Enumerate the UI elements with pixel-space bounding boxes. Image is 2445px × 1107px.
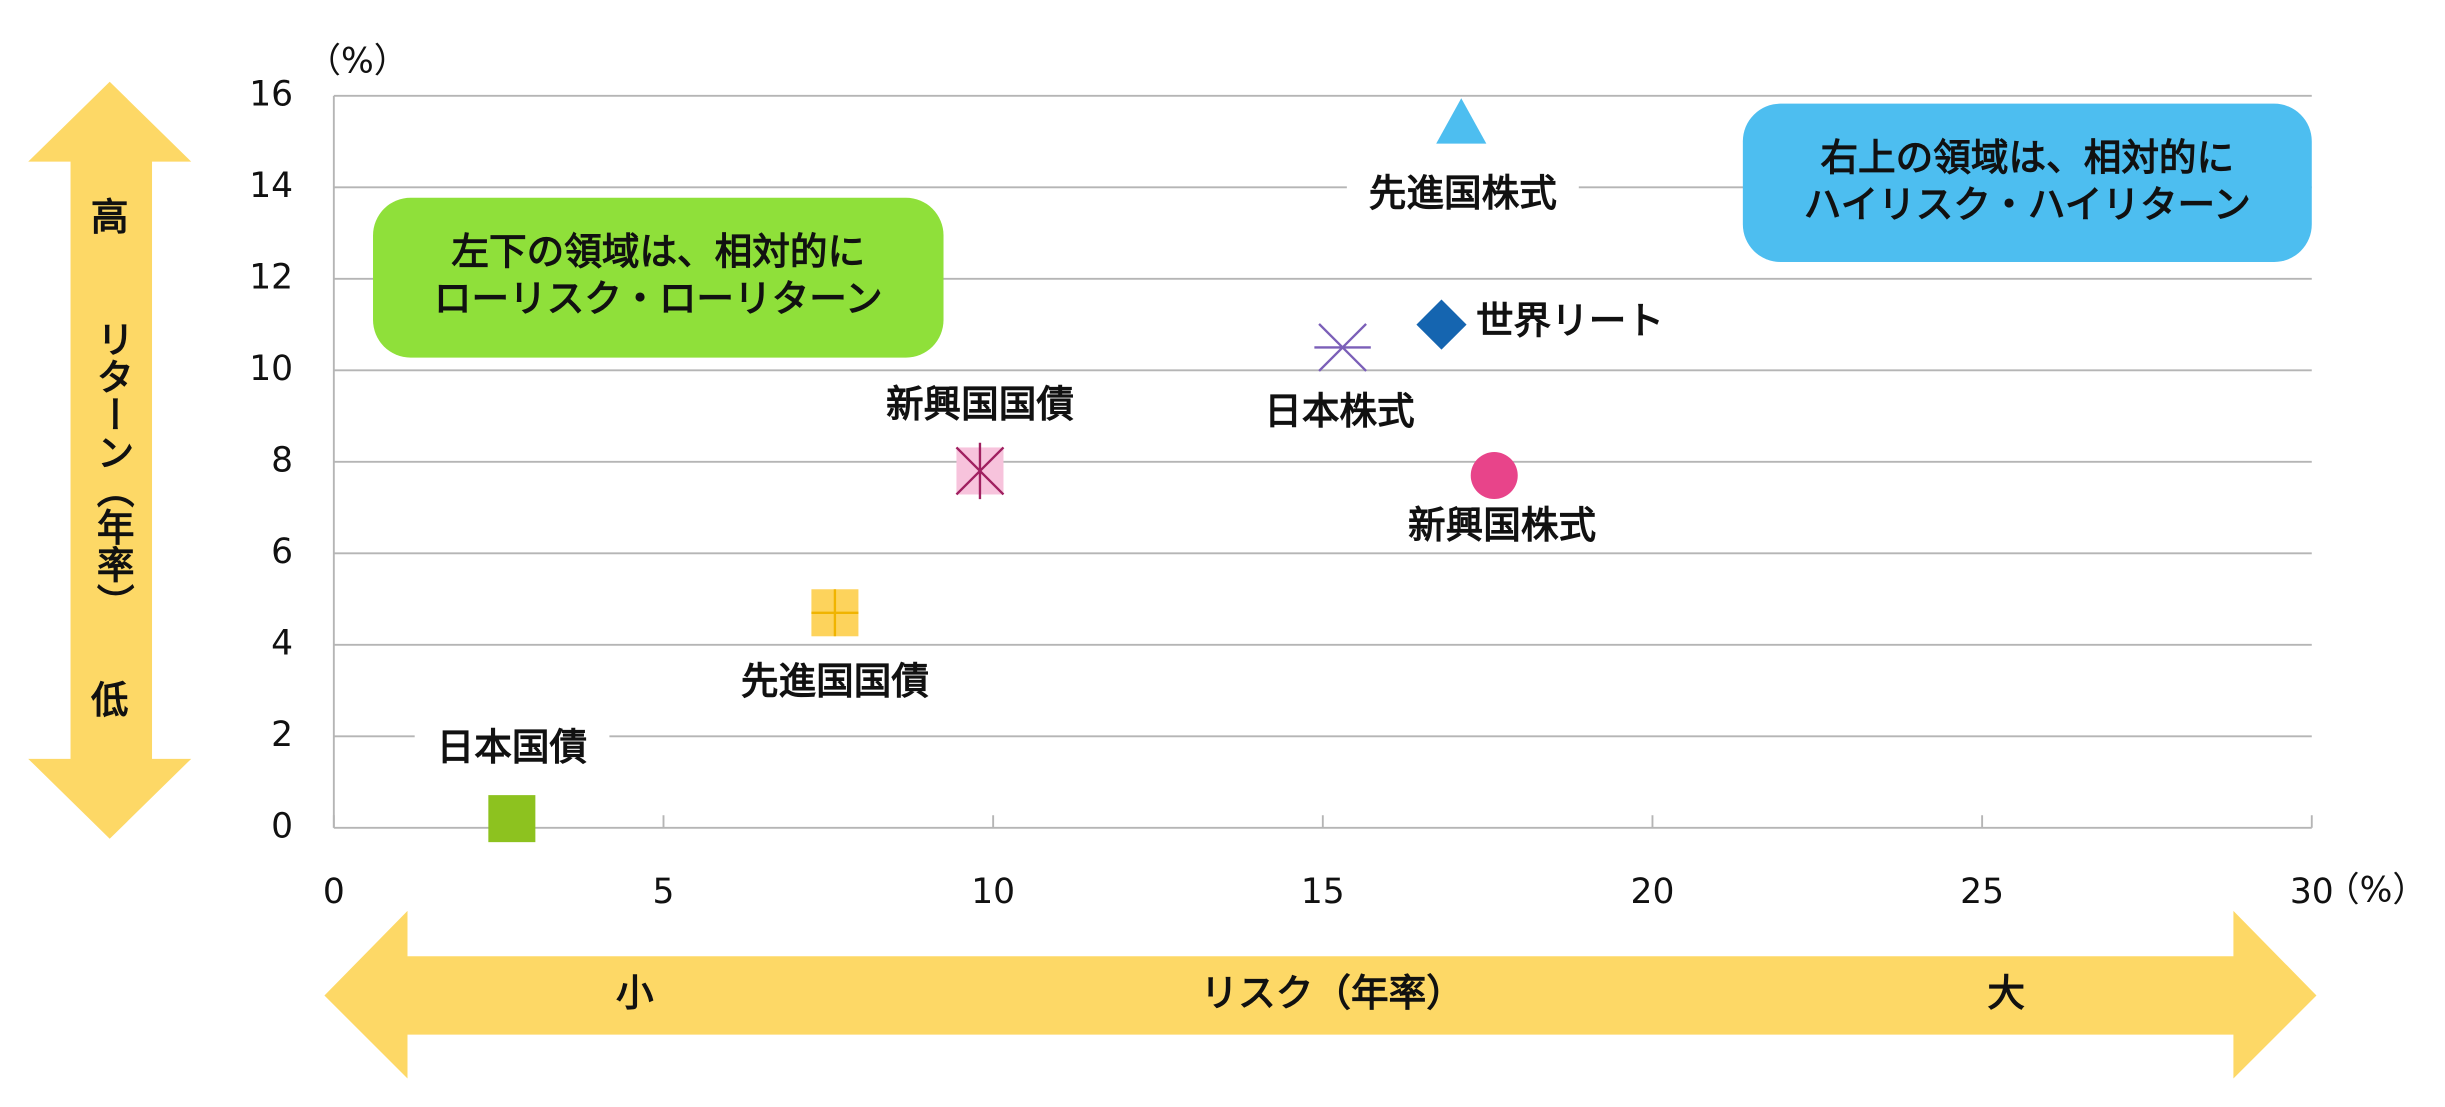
x-tick-label: 15 <box>1301 872 1345 912</box>
point-label: 新興国株式 <box>1408 503 1596 547</box>
y-tick-label: 14 <box>249 166 293 206</box>
label-background <box>1386 499 1619 550</box>
y-tick-label: 2 <box>271 715 293 755</box>
x-unit: （%） <box>2325 871 2427 911</box>
x-low-label: 小 <box>616 971 654 1015</box>
annotation-text: ローリスク・ローリターン <box>434 277 883 321</box>
point-label: 日本国債 <box>437 725 588 769</box>
marker-cross <box>811 589 859 637</box>
annotation-text: 左下の領域は、相対的に <box>451 230 865 274</box>
label-background <box>1346 167 1579 219</box>
x-tick-label: 25 <box>1960 872 2004 912</box>
annotation-text: 右上の領域は、相対的に <box>1820 136 2234 180</box>
label-background <box>414 722 610 773</box>
label-background <box>1242 385 1437 436</box>
y-high-label: 高 <box>91 195 129 239</box>
annotation-text: ハイリスク・ハイリターン <box>1804 183 2251 227</box>
x-high-label: 大 <box>1987 971 2025 1015</box>
point-label: 日本株式 <box>1264 389 1414 433</box>
x-arrow-shape <box>324 910 2317 1079</box>
y-unit: （%） <box>306 41 408 81</box>
y-tick-label: 16 <box>249 74 293 114</box>
marker <box>1470 452 1518 500</box>
point-label: 新興国国債 <box>886 382 1074 426</box>
annotation-box <box>1742 103 2312 262</box>
marker <box>488 795 536 843</box>
label-background <box>863 379 1097 430</box>
y-axis-title: リターン（年率） <box>90 320 134 621</box>
y-tick-label: 8 <box>271 440 293 480</box>
marker <box>955 442 1005 500</box>
x-tick-label: 20 <box>1631 872 1675 912</box>
annotation-box <box>373 197 944 358</box>
point-label: 世界リート <box>1476 299 1664 343</box>
y-tick-label: 10 <box>249 349 293 389</box>
x-tick-label: 5 <box>653 872 675 912</box>
point-label: 先進国国債 <box>741 659 929 703</box>
marker-star <box>955 442 1005 500</box>
y-arrow: 高 リターン（年率） 低 <box>28 81 192 839</box>
y-tick-label: 6 <box>271 532 293 572</box>
grid <box>333 94 2312 738</box>
y-tick-label: 0 <box>271 806 293 846</box>
x-tick-label: 0 <box>323 872 345 912</box>
y-tick-label: 4 <box>271 623 293 663</box>
x-tick-label: 30 <box>2290 872 2334 912</box>
marker <box>1436 98 1487 144</box>
y-arrow-shape <box>28 81 192 839</box>
x-axis-title: リスク（年率） <box>1201 971 1464 1015</box>
y-tick-label: 12 <box>249 257 293 297</box>
y-low-label: 低 <box>91 678 129 722</box>
x-arrow: 小 リスク（年率） 大 <box>324 910 2317 1079</box>
point-label: 先進国株式 <box>1369 171 1557 215</box>
marker <box>811 589 859 637</box>
label-background <box>718 655 952 706</box>
marker <box>1314 323 1371 372</box>
x-tick-label: 10 <box>971 872 1015 912</box>
label-background <box>1454 295 1686 346</box>
